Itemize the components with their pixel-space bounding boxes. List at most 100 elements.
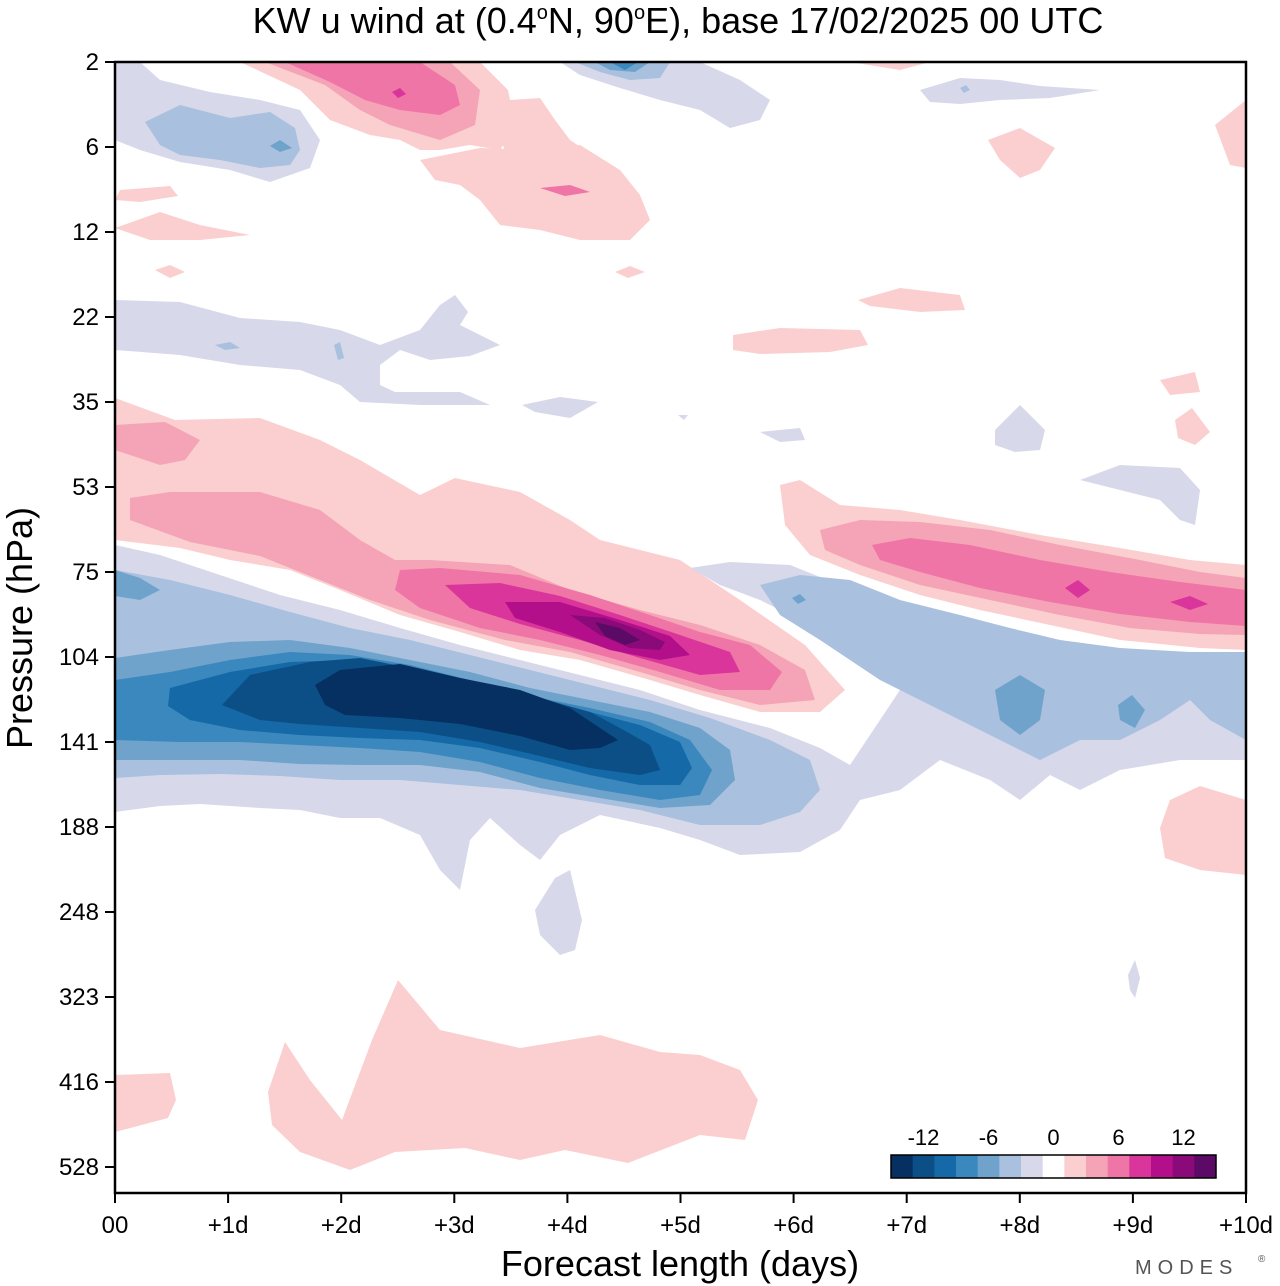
x-tick-label: +5d: [660, 1212, 701, 1239]
contour-neg-22hpa-dot-1: [215, 342, 240, 350]
contour-neg-top-center-outer: [560, 62, 770, 128]
contour-neg-top-right-dot: [960, 85, 970, 93]
colorbar-swatch: [1086, 1155, 1109, 1178]
contour-pos-small-6: [733, 328, 868, 354]
contour-neg-right-spot-2: [1118, 695, 1145, 728]
colorbar-swatch: [934, 1155, 957, 1178]
contour-pos-lower-main: [268, 980, 758, 1170]
x-tick-label: +8d: [999, 1212, 1040, 1239]
contour-pos-small-3: [155, 265, 185, 278]
contour-pos-small-2: [115, 212, 250, 240]
y-tick-label: 6: [86, 134, 99, 161]
contour-neg-small-6: [1128, 960, 1140, 998]
title-part-1: KW u wind at (0.4: [253, 0, 537, 41]
contour-pos-right-low: [1160, 786, 1246, 875]
x-tick-label: 00: [102, 1212, 129, 1239]
colorbar-swatch: [1107, 1155, 1130, 1178]
colorbar: [890, 1154, 1217, 1179]
contour-pos-top-mid-spot: [540, 185, 590, 196]
contour-neg-right-spot-1: [995, 675, 1045, 735]
colorbar-swatch: [977, 1155, 1000, 1178]
colorbar-swatch: [1042, 1155, 1065, 1178]
colorbar-tick-label: 12: [1171, 1125, 1195, 1150]
y-axis-label: Pressure (hPa): [0, 507, 40, 749]
contour-neg-top-left-2: [145, 105, 300, 168]
contour-pos-right-spot-2: [1170, 596, 1208, 610]
contour-pos-top-right-1: [500, 98, 600, 170]
y-tick-label: 528: [59, 1154, 99, 1181]
contour-neg-top-left-3: [270, 140, 292, 152]
contour-neg-top-center-core: [610, 62, 638, 70]
colorbar-tick-label: -6: [979, 1125, 999, 1150]
title-part-2: N, 90: [548, 0, 634, 41]
brand-logo-text: MODES: [1135, 1257, 1238, 1279]
colorbar-swatch: [956, 1155, 979, 1178]
y-tick-label: 2: [86, 49, 99, 76]
contour-neg-left-edge: [115, 570, 160, 600]
y-tick-label: 12: [72, 219, 99, 246]
contour-neg-top-right: [920, 78, 1100, 104]
colorbar-swatch: [999, 1155, 1022, 1178]
x-axis: 00 +1d +2d +3d +4d +5d +6d +7d +8d +9d +10d: [102, 1193, 1273, 1239]
y-tick-label: 416: [59, 1069, 99, 1096]
y-tick-label: 53: [72, 474, 99, 501]
contour-pos-top-3: [285, 62, 460, 115]
x-axis-label: Forecast length (days): [501, 1243, 859, 1284]
y-tick-label: 22: [72, 304, 99, 331]
colorbar-swatch: [1151, 1155, 1174, 1178]
colorbar-swatch: [912, 1155, 935, 1178]
y-tick-label: 75: [72, 559, 99, 586]
contour-neg-small-3: [678, 415, 688, 420]
x-tick-label: +1d: [208, 1212, 249, 1239]
title-degree-2: o: [634, 2, 645, 24]
contour-pos-right-spot-1: [1065, 580, 1090, 598]
colorbar-swatch: [1172, 1155, 1195, 1178]
plot-area: [115, 62, 1246, 1193]
x-tick-label: +4d: [547, 1212, 588, 1239]
contour-pos-top-spot: [392, 88, 406, 98]
x-tick-label: +3d: [434, 1212, 475, 1239]
contour-neg-small-2: [760, 428, 805, 442]
y-tick-label: 323: [59, 984, 99, 1011]
contour-pos-small-4: [615, 266, 645, 278]
contour-pos-small-8: [1215, 100, 1246, 168]
contour-neg-small-7: [535, 870, 582, 955]
contour-neg-22hpa-band: [115, 295, 500, 405]
contour-pos-small-10: [1175, 408, 1210, 445]
x-tick-label: +6d: [773, 1212, 814, 1239]
x-tick-label: +10d: [1219, 1212, 1273, 1239]
y-tick-label: 141: [59, 729, 99, 756]
contour-pos-small-11: [850, 62, 930, 70]
x-tick-label: +7d: [886, 1212, 927, 1239]
contour-neg-small-1: [522, 397, 598, 418]
contour-neg-22hpa-dot-2: [334, 342, 344, 360]
colorbar-tick-label: -12: [908, 1125, 940, 1150]
contour-pos-lower-left: [115, 1073, 176, 1132]
contour-neg-core: [315, 664, 618, 750]
colorbar-frame: [890, 1154, 1217, 1179]
y-tick-label: 188: [59, 814, 99, 841]
brand-registered-mark: ®: [1258, 1254, 1266, 1265]
contour-pos-small-1: [115, 186, 178, 202]
title-degree-1: o: [537, 2, 548, 24]
colorbar-tick-label: 6: [1112, 1125, 1124, 1150]
contour-pos-max-core: [595, 622, 640, 645]
chart-title: KW u wind at (0.4oN, 90oE), base 17/02/2…: [253, 0, 1104, 41]
title-part-3: E), base 17/02/2025 00 UTC: [645, 0, 1103, 41]
x-tick-label: +9d: [1113, 1212, 1154, 1239]
colorbar-swatch: [1021, 1155, 1044, 1178]
y-tick-label: 248: [59, 899, 99, 926]
contour-pos-mid-band-2: [115, 422, 200, 465]
y-tick-label: 35: [72, 389, 99, 416]
colorbar-swatch: [1194, 1155, 1217, 1178]
contour-pos-right-band-3: [872, 538, 1246, 626]
y-tick-label: 104: [59, 644, 99, 671]
contour-pos-small-7: [988, 128, 1055, 178]
colorbar-tick-label: 0: [1047, 1125, 1059, 1150]
x-tick-label: +2d: [321, 1212, 362, 1239]
colorbar-swatch: [1129, 1155, 1152, 1178]
contour-neg-small-8: [792, 594, 806, 604]
contour-pos-small-5: [858, 288, 965, 312]
contour-pos-top-mid: [420, 145, 650, 240]
